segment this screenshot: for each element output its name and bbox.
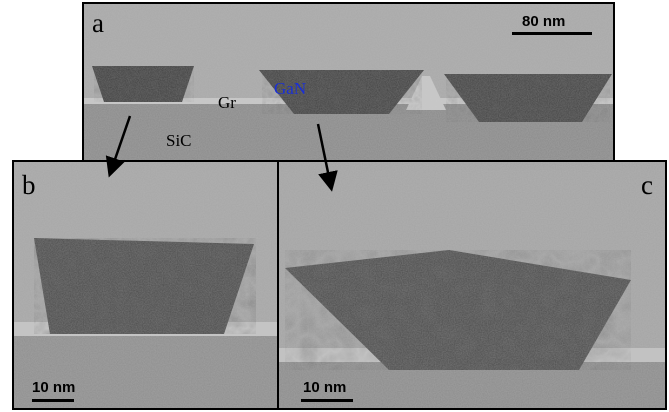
- scale-bar-c-label: 10 nm: [303, 379, 347, 396]
- panel-c: c 10 nm: [277, 160, 667, 410]
- scale-bar-b-label: 10 nm: [32, 379, 76, 396]
- island-texture: [94, 66, 610, 122]
- panel-c-micrograph: [279, 162, 665, 408]
- scale-bar-b: [32, 399, 74, 402]
- scale-bar-c: [301, 399, 353, 402]
- panel-c-label: c: [641, 170, 653, 200]
- noise-overlay: [14, 162, 277, 408]
- scale-bar-a: [512, 32, 592, 35]
- panel-a: a 80 nm GaN Gr SiC: [82, 2, 615, 162]
- arrow-to-panel-b: [105, 115, 132, 178]
- arrow-to-panel-c: [316, 123, 338, 192]
- panel-a-micrograph: [84, 4, 613, 160]
- noise-overlay: [279, 162, 665, 408]
- gr-label: Gr: [218, 93, 236, 112]
- gan-label: GaN: [274, 79, 307, 98]
- sic-label: SiC: [166, 131, 192, 150]
- scale-bar-a-label: 80 nm: [522, 13, 566, 30]
- panel-b-micrograph: [14, 162, 277, 408]
- panel-a-label: a: [92, 8, 104, 38]
- panel-b: b 10 nm: [12, 160, 279, 410]
- panel-b-label: b: [22, 170, 36, 200]
